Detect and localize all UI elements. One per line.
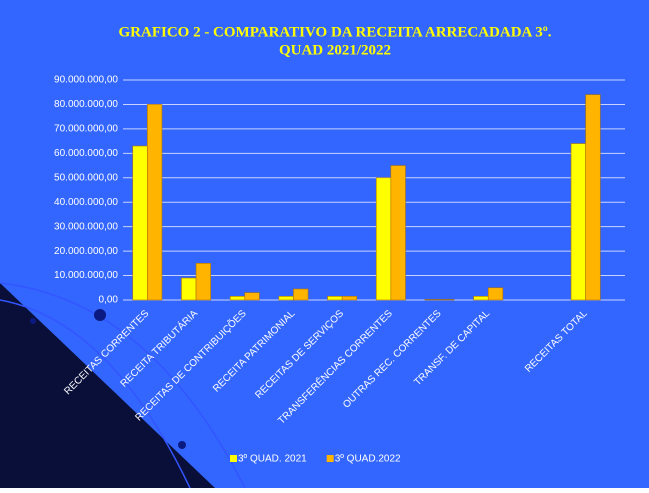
bar [376, 178, 391, 300]
y-tick-label: 30.000.000,00 [54, 221, 118, 232]
bar [328, 296, 343, 300]
y-tick-label: 80.000.000,00 [54, 99, 118, 110]
y-tick-label: 50.000.000,00 [54, 172, 118, 183]
bar [245, 293, 260, 300]
chart-title: QUAD 2021/2022 [279, 42, 391, 58]
bar [391, 166, 406, 300]
bar [279, 296, 294, 300]
y-tick-label: 10.000.000,00 [54, 270, 118, 281]
bar [147, 104, 162, 300]
bar [293, 289, 308, 300]
bar [196, 263, 211, 300]
y-tick-label: 20.000.000,00 [54, 246, 118, 257]
bar [230, 296, 245, 300]
y-tick-label: 0,00 [99, 295, 119, 306]
legend-swatch [230, 455, 237, 462]
bar [342, 296, 357, 300]
decor-dot [94, 309, 106, 321]
y-tick-label: 60.000.000,00 [54, 148, 118, 159]
bar [181, 278, 196, 300]
bar [571, 144, 586, 300]
y-tick-label: 40.000.000,00 [54, 197, 118, 208]
legend-label: 3º QUAD. 2021 [238, 454, 307, 465]
decor-dot [178, 441, 186, 449]
chart-title: GRAFICO 2 - COMPARATIVO DA RECEITA ARREC… [118, 24, 551, 40]
legend-swatch [327, 455, 334, 462]
y-tick-label: 70.000.000,00 [54, 124, 118, 135]
bar [488, 288, 503, 300]
legend-label: 3º QUAD.2022 [335, 454, 401, 465]
bar [133, 146, 148, 300]
decor-dot [30, 318, 36, 324]
bar [586, 95, 601, 300]
bar [474, 296, 489, 300]
y-tick-label: 90.000.000,00 [54, 75, 118, 86]
